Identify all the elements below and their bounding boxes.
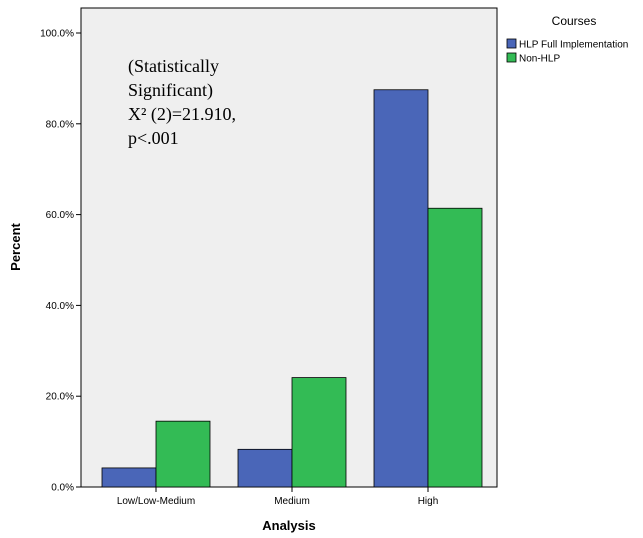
x-tick-label: Low/Low-Medium bbox=[117, 496, 195, 507]
annotation-line-1: (Statistically bbox=[128, 56, 219, 77]
y-tick-label: 0.0% bbox=[51, 483, 74, 494]
bars bbox=[101, 89, 483, 488]
y-tick-label: 40.0% bbox=[46, 301, 74, 312]
bar-nonhlp-0 bbox=[155, 420, 211, 488]
annotation-line-2: Significant) bbox=[128, 80, 213, 101]
bar-hlp-2 bbox=[373, 89, 429, 488]
annotation-line-3: X² (2)=21.910, bbox=[128, 104, 236, 125]
legend-label-hlp: HLP Full Implementation bbox=[519, 40, 628, 51]
legend: Courses HLP Full Implementation Non-HLP bbox=[506, 14, 628, 65]
y-tick-label: 100.0% bbox=[40, 29, 74, 40]
y-axis-title: Percent bbox=[8, 222, 23, 270]
bar-hlp-0 bbox=[101, 467, 157, 488]
annotation: (Statistically Significant) X² (2)=21.91… bbox=[128, 56, 236, 148]
y-axis: 0.0% 20.0% 40.0% 60.0% 80.0% 100.0% bbox=[40, 29, 81, 494]
annotation-line-4: p<.001 bbox=[128, 128, 179, 148]
bar-nonhlp-1 bbox=[291, 377, 347, 488]
bar-nonhlp-2 bbox=[427, 207, 483, 488]
x-axis-title: Analysis bbox=[262, 518, 315, 533]
x-tick-label: High bbox=[418, 496, 439, 507]
legend-label-nonhlp: Non-HLP bbox=[519, 54, 560, 65]
x-axis: Low/Low-Medium Medium High bbox=[117, 487, 438, 507]
y-tick-label: 80.0% bbox=[46, 119, 74, 130]
y-tick-label: 60.0% bbox=[46, 210, 74, 221]
legend-title: Courses bbox=[552, 14, 597, 28]
legend-swatch-hlp bbox=[506, 38, 517, 49]
bar-hlp-1 bbox=[237, 448, 293, 488]
y-tick-label: 20.0% bbox=[46, 392, 74, 403]
x-tick-label: Medium bbox=[274, 496, 310, 507]
legend-swatch-nonhlp bbox=[506, 52, 517, 63]
